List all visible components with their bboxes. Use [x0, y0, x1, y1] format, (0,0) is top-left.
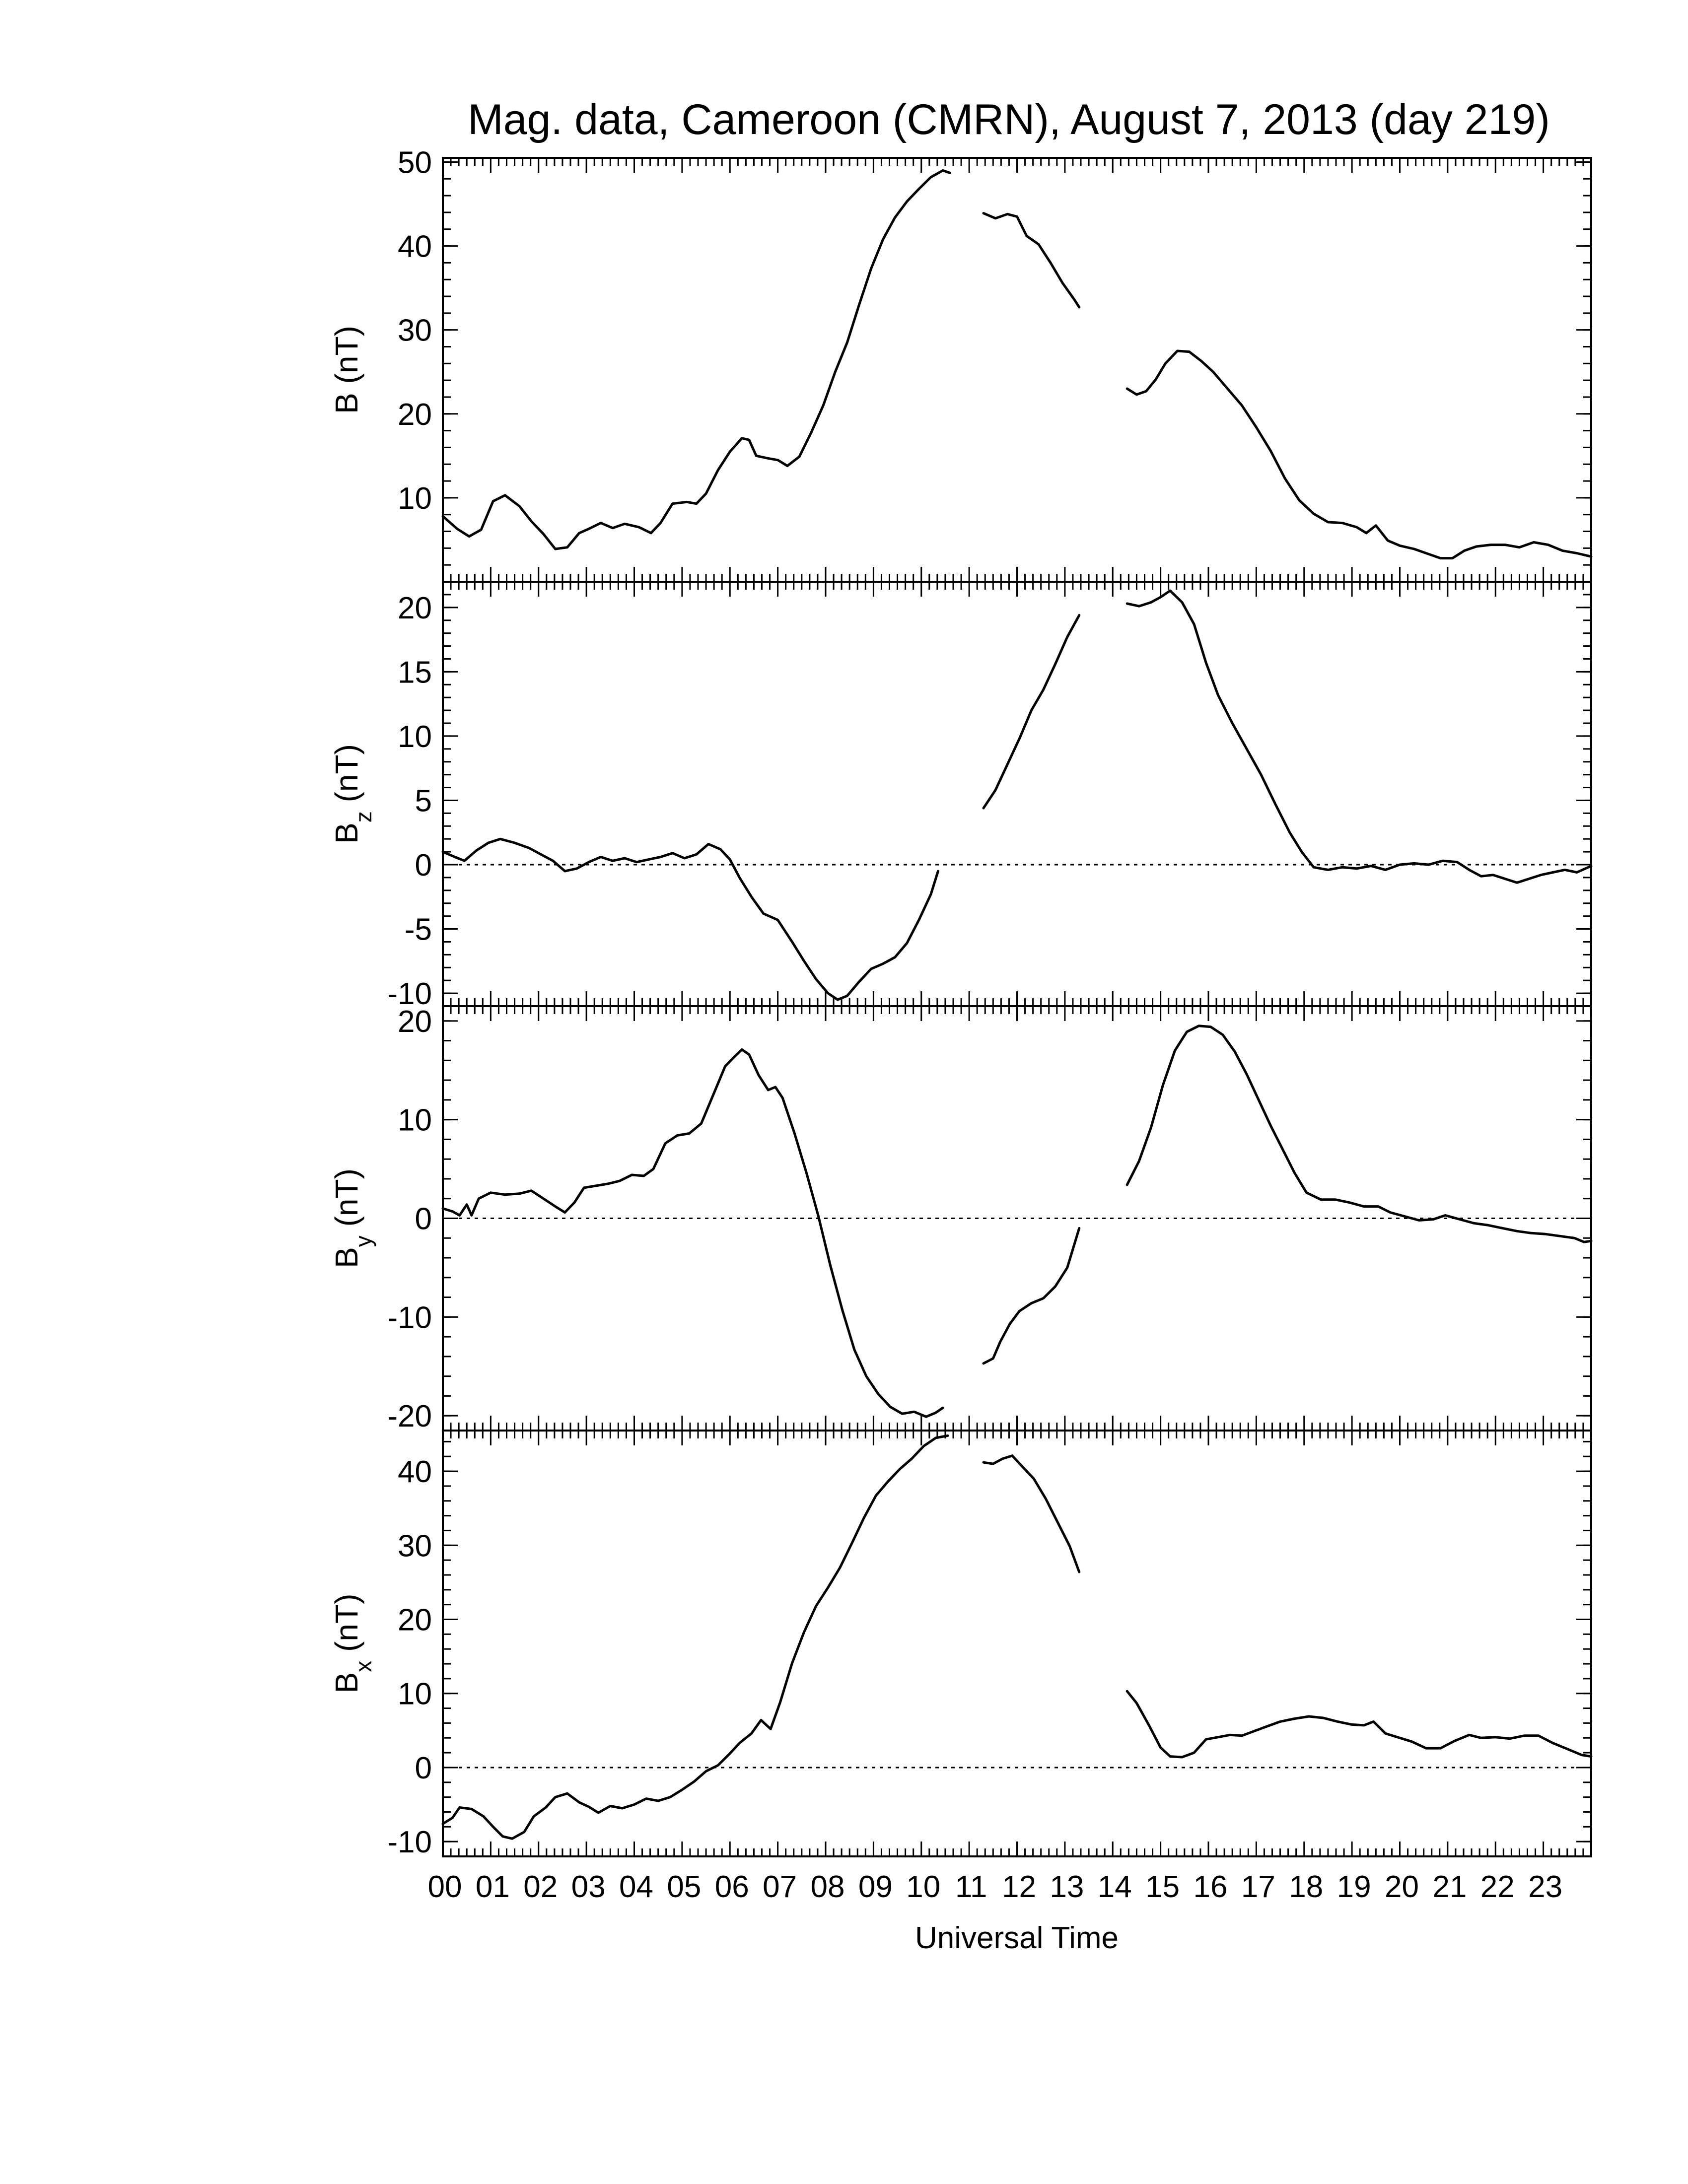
data-trace-segment	[982, 1227, 1081, 1365]
y-tick-label: -5	[405, 913, 432, 947]
x-tick-label: 06	[715, 1870, 749, 1904]
x-tick-label: 18	[1289, 1870, 1323, 1904]
y-tick-label: 10	[398, 481, 432, 516]
x-tick-label: 16	[1194, 1870, 1228, 1904]
x-tick-label: 15	[1145, 1870, 1180, 1904]
x-tick-label: 01	[476, 1870, 510, 1904]
y-axis-label-main: B	[329, 1247, 364, 1268]
y-tick-label: -10	[387, 1300, 432, 1335]
data-trace-segment	[441, 1434, 949, 1840]
y-axis-label: Bx (nT)	[329, 1594, 376, 1694]
x-tick-label: 10	[906, 1870, 940, 1904]
y-axis-label-main: B	[329, 822, 364, 844]
data-trace-segment	[1125, 1690, 1593, 1759]
y-axis-label-subscript: z	[351, 811, 376, 822]
x-axis-tick-labels: 00 01 02 03 04 05 06 07 08 09 10 11 12 13 14 15 16 17 18 19…	[428, 1870, 1563, 1904]
panel-frame	[442, 157, 1592, 583]
y-tick-label: 20	[398, 398, 432, 432]
panel-bx: -10 0 10 20 30 40 Bx (nT)	[329, 1430, 1593, 1859]
y-tick-label: -20	[387, 1399, 432, 1433]
y-tick-label: 50	[398, 145, 432, 180]
x-tick-label: 21	[1432, 1870, 1467, 1904]
data-trace-segment	[441, 837, 939, 1001]
y-tick-label: 10	[398, 1103, 432, 1138]
y-axis-label-main: B	[329, 393, 364, 414]
y-axis-label: Bz (nT)	[329, 744, 376, 844]
y-tick-label: 20	[398, 1603, 432, 1638]
y-tick-label: 10	[398, 720, 432, 754]
data-trace-segment	[441, 1048, 944, 1418]
x-tick-label: 22	[1480, 1870, 1515, 1904]
x-tick-label: 04	[619, 1870, 653, 1904]
panel-frame	[442, 1430, 1592, 1857]
y-tick-label: 20	[398, 1005, 432, 1039]
y-tick-label: 0	[415, 1751, 432, 1785]
data-trace-segment	[982, 614, 1081, 810]
x-tick-label: 00	[428, 1870, 462, 1904]
x-tick-label: 19	[1337, 1870, 1371, 1904]
y-axis-label-main: B	[329, 1672, 364, 1694]
x-tick-label: 03	[571, 1870, 606, 1904]
x-tick-label: 12	[1002, 1870, 1036, 1904]
y-axis-label: By (nT)	[329, 1168, 376, 1268]
panel-b-total: 10 20 30 40 50 B (nT)	[329, 145, 1593, 583]
y-tick-label: 20	[398, 591, 432, 625]
y-tick-label: 0	[415, 1202, 432, 1236]
x-tick-label: 02	[523, 1870, 558, 1904]
y-axis-label: B (nT)	[329, 326, 364, 414]
y-tick-label: -10	[387, 977, 432, 1011]
y-tick-label: 0	[415, 848, 432, 883]
y-tick-label: 40	[398, 230, 432, 264]
data-trace-segment	[1125, 349, 1593, 560]
panel-bz: -10 -5 0 5 10 15 20 Bz (nT)	[329, 581, 1593, 1011]
x-tick-label: 08	[811, 1870, 845, 1904]
y-axis-label-subscript: x	[351, 1661, 376, 1672]
data-trace-segment	[1125, 1024, 1593, 1243]
y-tick-label: 15	[398, 655, 432, 689]
panel-frame	[442, 581, 1592, 1007]
x-axis-label: Universal Time	[915, 1921, 1119, 1955]
y-axis-label-subscript: y	[351, 1235, 376, 1247]
panel-by: -20 -10 0 10 20 By (nT)	[329, 1005, 1593, 1433]
y-tick-label: 30	[398, 1529, 432, 1563]
y-tick-label: 40	[398, 1455, 432, 1489]
x-tick-label: 09	[858, 1870, 893, 1904]
y-axis-label-unit: (nT)	[329, 1594, 364, 1661]
x-tick-label: 05	[667, 1870, 701, 1904]
y-axis-label-unit: (nT)	[329, 1168, 364, 1235]
y-tick-label: 30	[398, 314, 432, 348]
data-trace-segment	[1125, 589, 1593, 884]
y-tick-label: 5	[415, 784, 432, 818]
y-axis-label-unit: (nT)	[329, 744, 364, 811]
x-tick-label: 07	[763, 1870, 797, 1904]
x-tick-label: 13	[1050, 1870, 1084, 1904]
y-tick-label: -10	[387, 1825, 432, 1859]
x-tick-label: 17	[1241, 1870, 1275, 1904]
x-tick-label: 20	[1385, 1870, 1419, 1904]
data-trace-segment	[982, 1454, 1081, 1573]
x-tick-label: 23	[1528, 1870, 1562, 1904]
figure-title: Mag. data, Cameroon (CMRN), August 7, 20…	[468, 96, 1550, 143]
data-trace-segment	[441, 169, 952, 550]
data-trace-segment	[982, 212, 1081, 309]
y-tick-label: 10	[398, 1677, 432, 1711]
y-axis-label-unit: (nT)	[329, 326, 364, 393]
x-tick-label: 14	[1098, 1870, 1132, 1904]
x-tick-label: 11	[955, 1870, 987, 1904]
